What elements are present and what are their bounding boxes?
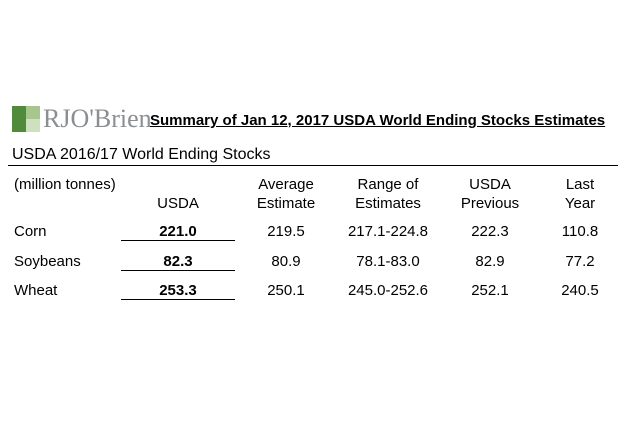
- col-header-range-1: Range of: [357, 176, 419, 193]
- logo-text: RJO'Brien: [43, 104, 152, 133]
- cell-corn-range: 217.1-224.8: [347, 223, 429, 240]
- row-label-corn: Corn: [14, 223, 47, 240]
- cell-wheat-average: 250.1: [267, 282, 305, 299]
- cell-soybeans-usda: 82.3: [163, 253, 193, 270]
- cell-wheat-last-year: 240.5: [561, 282, 599, 299]
- cell-soybeans-last-year: 77.2: [565, 253, 595, 270]
- company-logo: RJO'Brien: [12, 104, 152, 134]
- cell-wheat-range: 245.0-252.6: [347, 282, 429, 299]
- units-label: (million tonnes): [14, 176, 116, 193]
- logo-mark-icon: [12, 106, 40, 132]
- cell-corn-usda: 221.0: [159, 223, 197, 240]
- col-header-usda: USDA: [157, 195, 199, 212]
- underline-wheat-usda: [121, 299, 235, 300]
- col-header-previous-1: USDA: [469, 176, 511, 193]
- col-header-average-1: Average: [258, 176, 314, 193]
- report-title: Summary of Jan 12, 2017 USDA World Endin…: [150, 112, 606, 129]
- cell-wheat-usda: 253.3: [159, 282, 197, 299]
- cell-corn-last-year: 110.8: [561, 223, 599, 240]
- cell-soybeans-previous: 82.9: [475, 253, 505, 270]
- col-header-average-2: Estimate: [256, 195, 316, 212]
- row-label-wheat: Wheat: [14, 282, 58, 299]
- section-divider: [8, 165, 618, 166]
- col-header-last-year-1: Last: [565, 176, 595, 193]
- cell-wheat-previous: 252.1: [471, 282, 509, 299]
- section-title: USDA 2016/17 World Ending Stocks: [12, 146, 271, 163]
- col-header-last-year-2: Year: [564, 195, 596, 212]
- cell-soybeans-average: 80.9: [271, 253, 301, 270]
- col-header-range-2: Estimates: [355, 195, 421, 212]
- cell-soybeans-range: 78.1-83.0: [356, 253, 420, 270]
- col-header-previous-2: Previous: [460, 195, 520, 212]
- row-label-soybeans: Soybeans: [14, 253, 81, 270]
- cell-corn-average: 219.5: [267, 223, 305, 240]
- underline-corn-usda: [121, 240, 235, 241]
- underline-soybeans-usda: [121, 270, 235, 271]
- cell-corn-previous: 222.3: [471, 223, 509, 240]
